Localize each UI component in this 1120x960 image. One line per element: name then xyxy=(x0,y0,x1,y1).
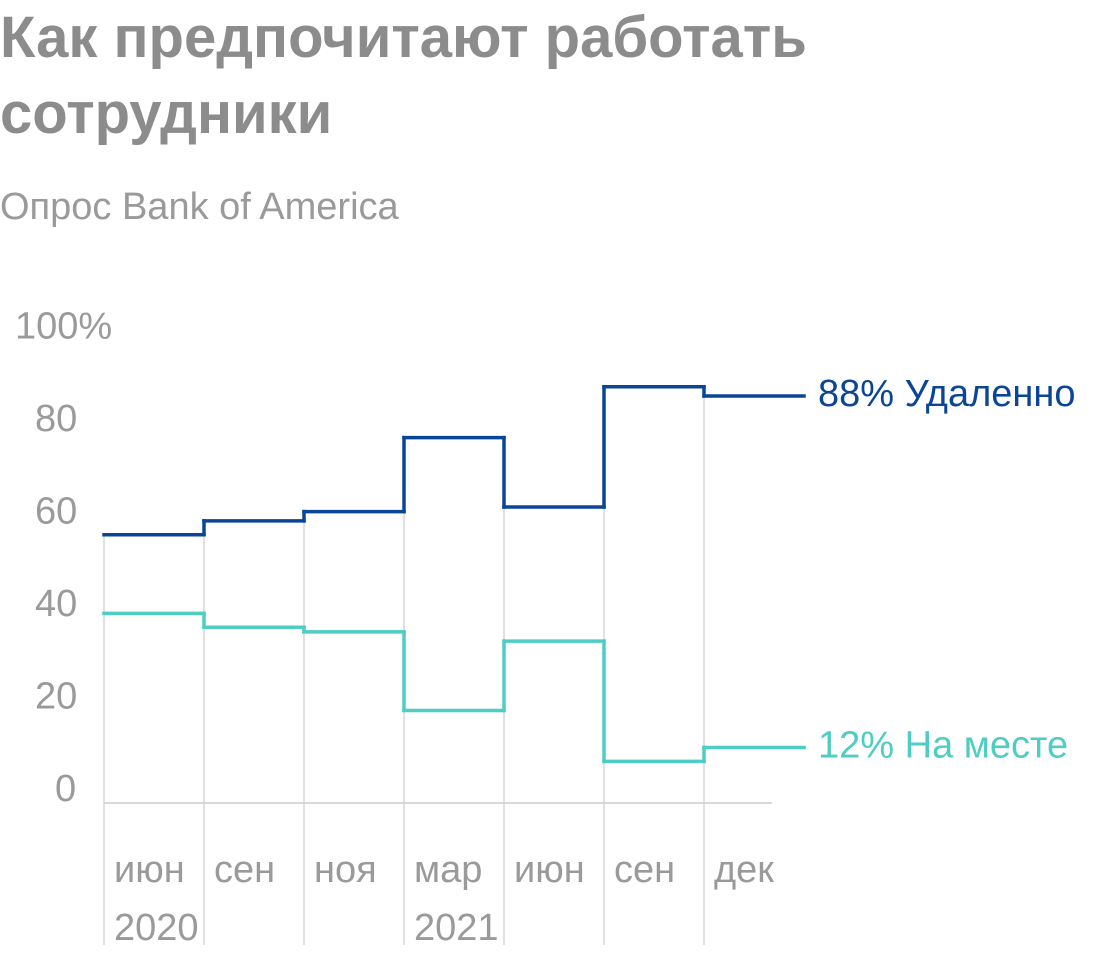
label-backdrop xyxy=(108,848,200,948)
legend-label: На месте xyxy=(905,725,1069,767)
label-backdrop xyxy=(508,848,600,948)
series-end-label: 88% Удаленно xyxy=(818,373,1076,415)
x-tick-label: дек xyxy=(714,849,774,891)
x-tick-label: июн xyxy=(514,849,585,891)
label-backdrop xyxy=(708,848,800,948)
y-tick-label: 20 xyxy=(35,676,77,718)
chart-title: Как предпочитают работать сотрудники xyxy=(0,5,807,146)
y-tick-label: 0 xyxy=(55,768,76,810)
label-backdrop xyxy=(608,848,700,948)
x-tick-label: июн xyxy=(114,849,185,891)
x-tick-label: мар xyxy=(414,849,482,891)
legend-label: Удаленно xyxy=(905,373,1076,415)
value-label: 88% xyxy=(818,373,894,415)
label-backdrop xyxy=(408,848,500,948)
label-backdrop xyxy=(308,848,400,948)
x-tick-label: ноя xyxy=(314,849,377,891)
x-tick-label: сен xyxy=(614,849,675,891)
y-tick-label: 60 xyxy=(35,491,77,533)
y-tick-label: 100% xyxy=(15,306,112,348)
chart-subtitle: Опрос Bank of America xyxy=(0,186,399,228)
series-end-label: 12% На месте xyxy=(818,725,1068,767)
x-year-label: 2020 xyxy=(114,907,199,949)
y-tick-label: 40 xyxy=(35,583,77,625)
label-backdrop xyxy=(208,848,300,948)
x-year-label: 2021 xyxy=(414,907,499,949)
y-tick-label: 80 xyxy=(35,398,77,440)
value-label: 12% xyxy=(818,725,894,767)
x-tick-label: сен xyxy=(214,849,275,891)
